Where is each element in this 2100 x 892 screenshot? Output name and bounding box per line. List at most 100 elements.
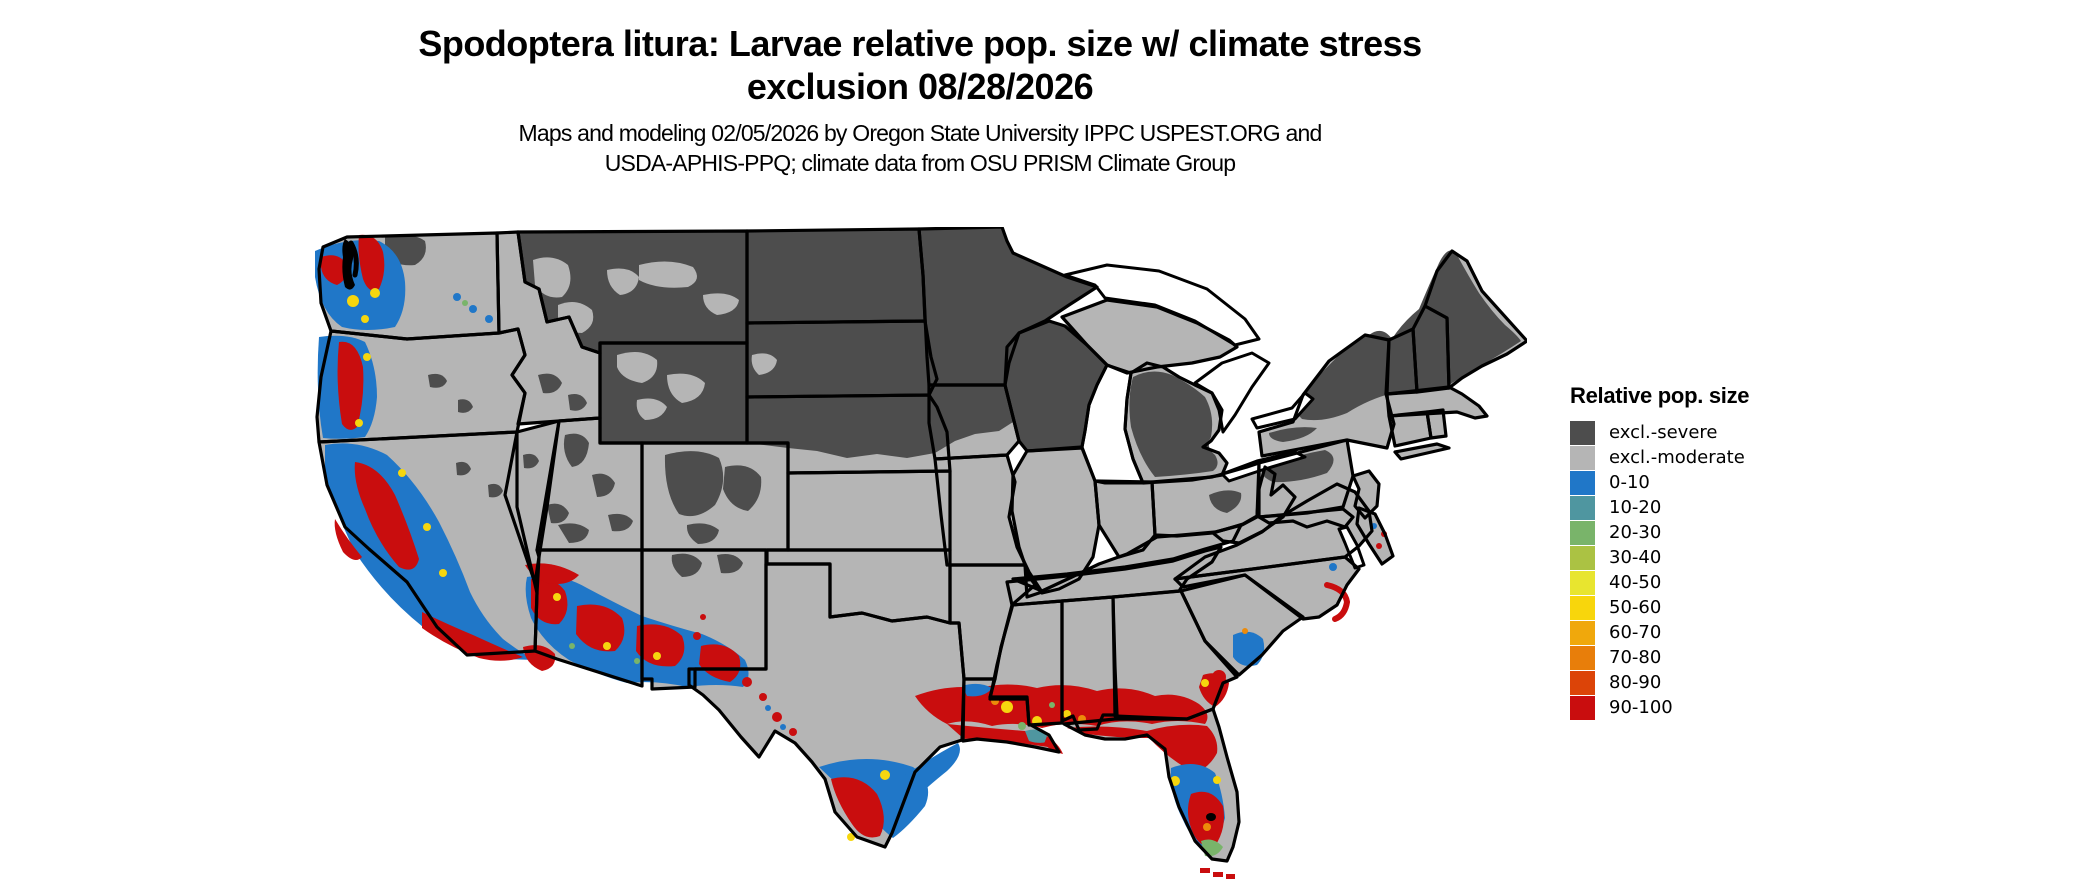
heat-arizona-red-1 — [531, 577, 568, 625]
legend-item: 30-40 — [1570, 545, 1810, 570]
population-heat-overlay — [315, 234, 1387, 879]
heat-westtx-red-1 — [742, 677, 752, 687]
legend-swatch — [1570, 520, 1595, 545]
severe-nevada-patch-2 — [488, 483, 503, 498]
heat-sw-green-2 — [634, 658, 640, 664]
heat-willamette-red — [337, 341, 364, 430]
title-block: Spodoptera litura: Larvae relative pop. … — [0, 22, 1840, 108]
heat-riogrande-red-2 — [700, 614, 706, 620]
legend-label: 50-60 — [1609, 597, 1662, 618]
heat-sw-yellow-1 — [553, 593, 561, 601]
severe-oregon-patch-2 — [458, 399, 473, 413]
wyoming-mountain-patch-3 — [636, 398, 667, 420]
legend-label: 10-20 — [1609, 497, 1662, 518]
heat-westtx-blue-2 — [780, 724, 786, 730]
state-south-carolina — [1181, 575, 1303, 675]
legend: Relative pop. size excl.-severe excl.-mod… — [1570, 383, 1810, 720]
legend-item: 80-90 — [1570, 670, 1810, 695]
heat-keys-red-1 — [1200, 868, 1210, 873]
subtitle-block: Maps and modeling 02/05/2026 by Oregon S… — [0, 118, 1840, 178]
state-michigan-upper — [1060, 298, 1239, 375]
state-borders — [315, 227, 1527, 863]
state-maine — [1423, 249, 1527, 390]
heat-louisiana-green-2 — [1049, 702, 1055, 708]
map-subtitle-line1: Maps and modeling 02/05/2026 by Oregon S… — [518, 120, 1323, 146]
heat-oregon-yellow-1 — [363, 353, 371, 361]
heat-westtx-red-2 — [759, 693, 767, 701]
wyoming-mountain-patch-2 — [667, 373, 705, 403]
severe-utah-patch-1 — [563, 433, 589, 467]
legend-swatch — [1570, 620, 1595, 645]
heat-outerbanks-red — [1324, 582, 1351, 622]
severe-newyork-patch — [1269, 427, 1317, 442]
heat-oregon-yellow-2 — [355, 419, 363, 427]
legend-swatch — [1570, 445, 1595, 470]
legend-item: 70-80 — [1570, 645, 1810, 670]
state-missouri — [935, 455, 1042, 597]
heat-sw-yellow-3 — [653, 652, 661, 660]
heat-washington-yellow-1 — [347, 295, 359, 307]
lake-superior — [1063, 263, 1261, 347]
legend-label: 0-10 — [1609, 472, 1650, 493]
state-california — [317, 430, 539, 657]
heat-sw-yellow-2 — [603, 642, 611, 650]
heat-socal-red — [422, 612, 523, 661]
heat-westtx-blue-1 — [765, 705, 771, 711]
severe-colorado-patch-2 — [723, 465, 762, 511]
montana-mountain-patch-3 — [607, 268, 639, 295]
heat-florida-orange — [1203, 823, 1211, 831]
legend-swatch — [1570, 420, 1595, 445]
heat-washington-yellow-2 — [370, 288, 380, 298]
legend-swatch — [1570, 695, 1595, 720]
state-indiana — [1095, 481, 1155, 557]
us-map-svg — [315, 227, 1527, 879]
heat-westtx-red-4 — [789, 728, 797, 736]
heat-keys-red-3 — [1226, 874, 1235, 879]
heat-eastwa-green — [462, 300, 468, 306]
severe-idaho-patch-1 — [538, 373, 562, 394]
state-idaho — [497, 232, 600, 424]
delmarva-peninsula — [1355, 506, 1395, 566]
severe-northeast-region — [1294, 250, 1521, 421]
heat-florida-panhandle-red — [1067, 724, 1218, 773]
heat-california-yellow-1 — [423, 523, 431, 531]
severe-oregon-patch-1 — [428, 373, 447, 388]
heat-txcoast-blue — [905, 743, 960, 799]
severe-colorado-patch-1 — [664, 451, 724, 517]
state-maryland — [1259, 509, 1353, 527]
legend-swatch — [1570, 645, 1595, 670]
legend-item: 20-30 — [1570, 520, 1810, 545]
state-florida — [1062, 707, 1241, 863]
severe-utah-patch-3 — [547, 503, 569, 524]
heat-arizona-red-2 — [576, 604, 625, 652]
legend-item: 90-100 — [1570, 695, 1810, 720]
state-michigan-lower — [1123, 361, 1229, 485]
state-kansas — [788, 471, 950, 550]
legend-swatch — [1570, 495, 1595, 520]
heat-sc-coast-blue — [1233, 631, 1265, 666]
us-map — [307, 227, 1527, 887]
montana-mountain-patch-2 — [558, 301, 594, 333]
legend-title: Relative pop. size — [1570, 383, 1750, 408]
heat-northla-blue — [962, 683, 992, 697]
legend-item: excl.-moderate — [1570, 445, 1810, 470]
legend-item: 0-10 — [1570, 470, 1810, 495]
legend-swatch — [1570, 545, 1595, 570]
severe-colorado-patch-3 — [686, 523, 719, 544]
heat-riogrande-red-1 — [693, 632, 701, 640]
heat-southtexas-yellow-1 — [880, 770, 890, 780]
legend-item: 40-50 — [1570, 570, 1810, 595]
heat-albemarle-blue — [1329, 563, 1337, 571]
heat-eastwa-blue-1 — [453, 293, 461, 301]
legend-item: 60-70 — [1570, 620, 1810, 645]
state-michigan-upper — [1062, 300, 1237, 373]
heat-ga-coast-yellow — [1201, 679, 1209, 687]
state-wisconsin — [1003, 319, 1109, 453]
heat-central-valley-red — [354, 462, 419, 570]
puget-sound — [342, 239, 355, 290]
heat-sc-coast-orange — [1242, 628, 1248, 634]
heat-arizona-red-3 — [636, 624, 685, 667]
legend-label: excl.-severe — [1609, 422, 1718, 443]
severe-utah-patch-2 — [592, 473, 615, 497]
